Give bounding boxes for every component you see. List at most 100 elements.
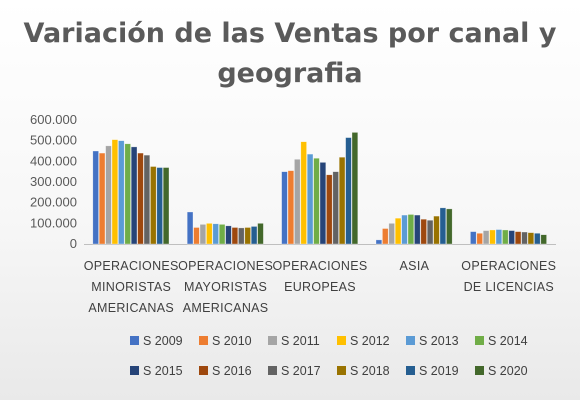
legend-label: S 2009 <box>143 334 183 348</box>
bar <box>351 132 359 245</box>
legend-swatch <box>268 336 277 345</box>
bar <box>111 139 119 245</box>
bar <box>514 231 522 245</box>
bar <box>231 227 239 245</box>
category-label: AMERICANAS <box>183 301 269 315</box>
bar <box>446 208 453 245</box>
y-tick-label: 300.000 <box>30 174 77 189</box>
legend-swatch <box>406 336 415 345</box>
legend-swatch <box>199 366 208 375</box>
bar <box>244 227 251 245</box>
category-label: ASIA <box>400 259 430 273</box>
bar <box>137 152 144 245</box>
bar <box>98 152 106 245</box>
bar <box>257 223 264 245</box>
bar <box>534 232 541 245</box>
bar <box>414 214 421 245</box>
bar <box>313 157 320 245</box>
bar <box>300 141 307 245</box>
legend-label: S 2012 <box>350 334 390 348</box>
bar <box>238 227 245 245</box>
bar <box>124 143 131 245</box>
category-label: MINORISTAS <box>91 280 171 294</box>
legend-label: S 2019 <box>419 364 459 378</box>
bar <box>281 171 288 245</box>
bar <box>338 156 346 245</box>
legend-label: S 2013 <box>419 334 459 348</box>
bar <box>326 174 333 245</box>
y-tick-label: 600.000 <box>30 112 77 127</box>
legend-swatch <box>130 366 139 375</box>
bar <box>433 215 440 245</box>
category-label: OPERACIONES <box>178 259 273 273</box>
bar <box>287 170 295 245</box>
y-tick-label: 100.000 <box>30 215 77 230</box>
legend-swatch <box>268 366 277 375</box>
legend-label: S 2018 <box>350 364 390 378</box>
bar <box>476 232 483 245</box>
bar <box>388 223 395 245</box>
bar <box>206 223 213 245</box>
category-label: OPERACIONES <box>273 259 368 273</box>
chart-title-line2: geografia <box>217 58 363 89</box>
bar <box>105 145 112 245</box>
bar <box>495 229 503 245</box>
bar <box>489 229 496 245</box>
bar <box>306 153 314 245</box>
legend-swatch <box>337 366 346 375</box>
bar <box>150 166 157 245</box>
bar <box>130 146 138 245</box>
bar <box>345 137 352 245</box>
bar <box>212 223 219 245</box>
legend-label: S 2010 <box>212 334 252 348</box>
bar <box>470 231 477 245</box>
legend-label: S 2014 <box>488 334 528 348</box>
bar <box>382 228 389 245</box>
bar <box>319 162 327 245</box>
y-tick-label: 200.000 <box>30 195 77 210</box>
bar <box>193 227 200 245</box>
legend-label: S 2016 <box>212 364 252 378</box>
y-tick-label: 0 <box>70 236 77 251</box>
bar <box>439 207 447 245</box>
bar <box>143 154 151 245</box>
legend-swatch <box>130 336 139 345</box>
category-label: EUROPEAS <box>284 280 356 294</box>
bar <box>482 230 490 245</box>
bar <box>502 229 509 245</box>
bar <box>521 231 528 245</box>
category-label: DE LICENCIAS <box>464 280 554 294</box>
bar <box>540 234 547 245</box>
bar <box>420 218 427 245</box>
legend-label: S 2020 <box>488 364 528 378</box>
y-tick-label: 400.000 <box>30 153 77 168</box>
bar <box>156 167 163 245</box>
category-label: OPERACIONES <box>461 259 556 273</box>
legend-label: S 2017 <box>281 364 321 378</box>
category-label: MAYORISTAS <box>184 280 267 294</box>
legend-swatch <box>475 336 484 345</box>
bar <box>508 230 515 245</box>
bar <box>375 239 383 245</box>
bar <box>92 150 99 245</box>
legend-label: S 2015 <box>143 364 183 378</box>
bar <box>225 225 232 245</box>
legend-swatch <box>199 336 208 345</box>
bar <box>407 214 415 245</box>
bar <box>118 140 125 245</box>
bar <box>527 232 535 245</box>
legend-swatch <box>475 366 484 375</box>
bar <box>294 158 301 245</box>
bar <box>332 171 339 245</box>
bar <box>401 214 408 245</box>
bar <box>218 224 226 245</box>
legend-swatch <box>406 366 415 375</box>
bar <box>162 167 170 245</box>
bar <box>186 211 194 245</box>
y-tick-label: 500.000 <box>30 133 77 148</box>
chart-title-line1: Variación de las Ventas por canal y <box>23 18 557 49</box>
category-label: OPERACIONES <box>84 259 179 273</box>
bar <box>199 224 207 245</box>
